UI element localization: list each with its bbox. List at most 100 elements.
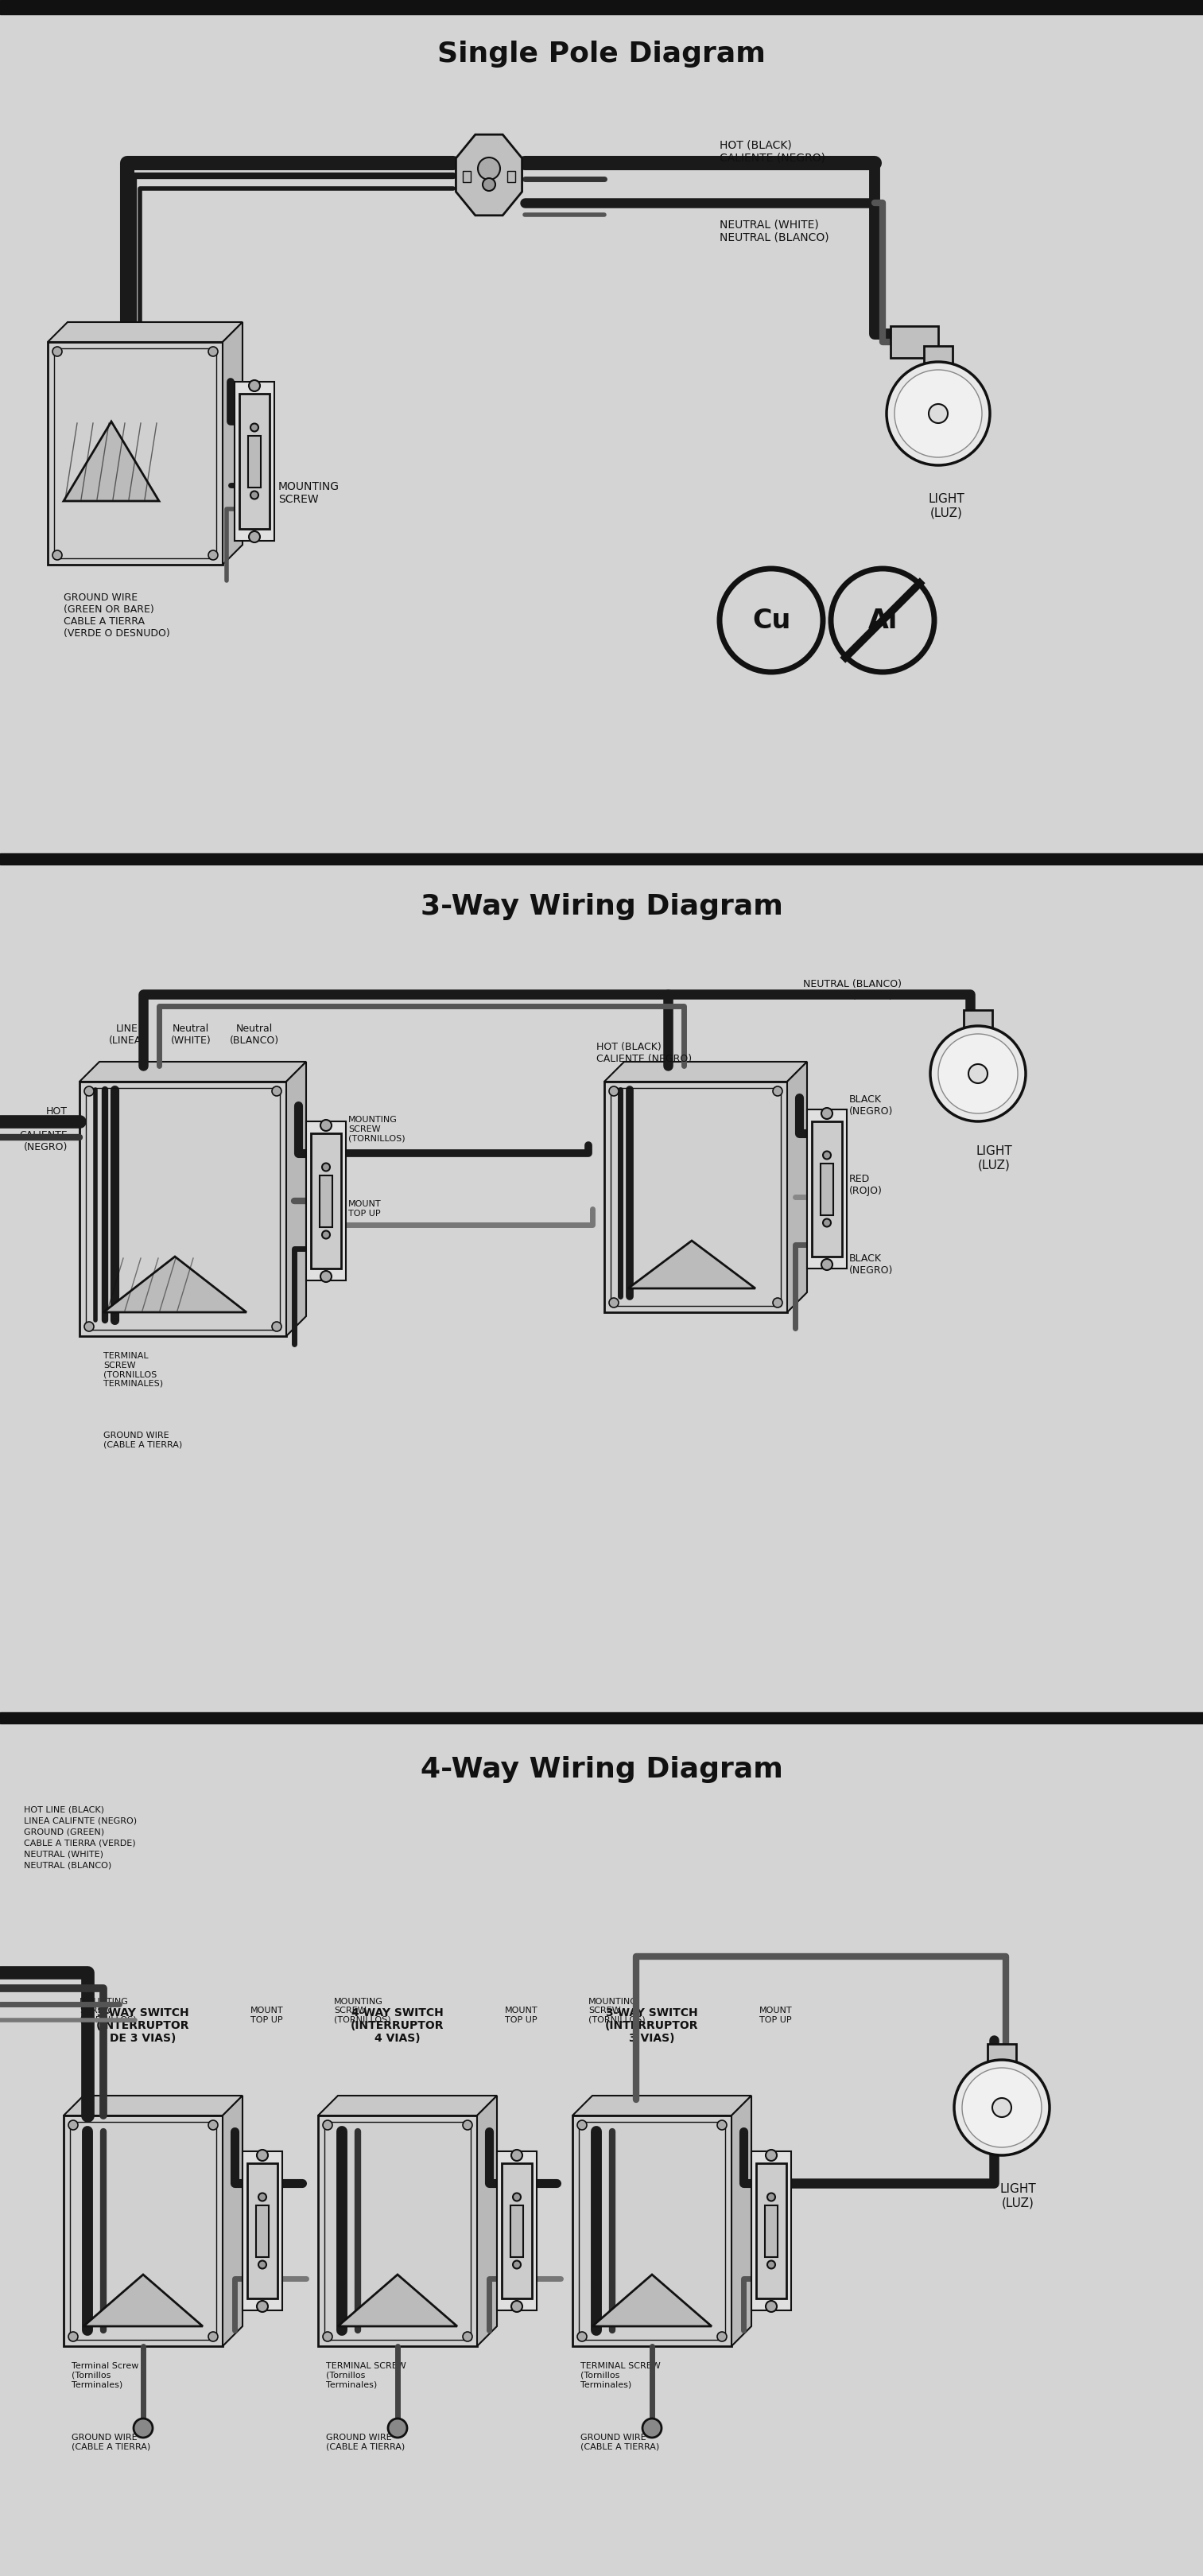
Bar [70,2123,217,2339]
Circle shape [930,1025,1026,1121]
Circle shape [259,2192,266,2200]
Circle shape [84,1087,94,1095]
Circle shape [69,2331,78,2342]
Bar [243,2151,283,2311]
Bar [0,1713,1203,1723]
Circle shape [823,1151,831,1159]
Circle shape [322,1164,330,1172]
Text: HOT LINE (BLACK)
LINEA CALIFNTE (NEGRO)
GROUND (GREEN)
CABLE A TIERRA (VERDE)
NE: HOT LINE (BLACK) LINEA CALIFNTE (NEGRO) … [24,1806,137,1870]
Circle shape [765,2151,777,2161]
Circle shape [929,404,948,422]
Circle shape [577,2331,587,2342]
Circle shape [69,2120,78,2130]
Circle shape [463,2120,473,2130]
Text: Single Pole Diagram: Single Pole Diagram [438,41,765,67]
Circle shape [256,2300,268,2311]
Text: GROUND WIRE
(CABLE A TIERRA): GROUND WIRE (CABLE A TIERRA) [580,2434,659,2450]
Bar [325,2123,470,2339]
Circle shape [389,2419,407,2437]
Circle shape [609,1087,618,1095]
Bar [248,2164,278,2298]
Bar [79,1082,286,1337]
Circle shape [272,1087,282,1095]
Text: MOUNTING
SCREW
(TORNILLOS): MOUNTING SCREW (TORNILLOS) [79,1996,136,2025]
Circle shape [256,2151,268,2161]
Circle shape [772,1087,782,1095]
Polygon shape [628,1242,755,1288]
Bar [812,1121,842,1257]
Circle shape [822,1260,832,1270]
Circle shape [53,348,63,355]
Bar [0,0,1203,15]
Bar [239,394,269,528]
Circle shape [962,2069,1042,2148]
Text: TERMINAL
SCREW
(TORNILLOS
TERMINALES): TERMINAL SCREW (TORNILLOS TERMINALES) [103,1352,164,1388]
Bar [964,1010,992,1030]
Bar [48,343,223,564]
Text: MOUNTING
SCREW
(TORNILLOS): MOUNTING SCREW (TORNILLOS) [348,1115,405,1144]
Text: Cu: Cu [752,608,790,634]
Bar [310,1133,342,1267]
Text: 3-Way Wiring Diagram: 3-Way Wiring Diagram [420,894,783,920]
Circle shape [259,2262,266,2269]
Circle shape [322,1231,330,1239]
Polygon shape [83,2275,203,2326]
Polygon shape [787,1061,807,1311]
Text: MOUNT
TOP UP: MOUNT TOP UP [505,2007,538,2025]
Bar [573,2115,731,2347]
Polygon shape [592,2275,712,2326]
Bar [807,1110,847,1267]
Circle shape [992,2097,1012,2117]
Bar [752,2151,792,2311]
Bar [320,1175,332,1226]
Bar [64,2115,223,2347]
Text: LIGHT
(LUZ): LIGHT (LUZ) [1000,2182,1036,2208]
Bar [924,345,953,366]
Polygon shape [286,1061,306,1337]
Circle shape [320,1121,332,1131]
Polygon shape [318,2097,497,2115]
Text: MOUNT
TOP UP: MOUNT TOP UP [250,2007,284,2025]
Bar [306,1121,346,1280]
Polygon shape [338,2275,457,2326]
Circle shape [968,1064,988,1084]
Circle shape [272,1321,282,1332]
Polygon shape [478,2097,497,2347]
Text: TERMINAL SCREW
(Tornillos
Terminales): TERMINAL SCREW (Tornillos Terminales) [580,2362,660,2388]
Bar [611,1087,781,1306]
Polygon shape [456,134,522,216]
Text: GROUND WIRE
(CABLE A TIERRA): GROUND WIRE (CABLE A TIERRA) [326,2434,405,2450]
Text: MOUNT
TOP UP: MOUNT TOP UP [348,1200,381,1218]
Circle shape [954,2061,1049,2156]
Text: LINE
(LINEA): LINE (LINEA) [109,1023,146,1046]
Circle shape [84,1321,94,1332]
Circle shape [322,2331,332,2342]
Circle shape [511,2300,522,2311]
Polygon shape [79,1061,306,1082]
Text: BLACK
(NEGRO): BLACK (NEGRO) [849,1255,893,1275]
Circle shape [642,2419,662,2437]
Circle shape [249,381,260,392]
Bar [757,2164,787,2298]
Polygon shape [48,322,243,343]
Circle shape [717,2331,727,2342]
Circle shape [53,551,63,559]
Bar [54,348,217,559]
Text: TERMINAL SCREW
(Tornillos
Terminales): TERMINAL SCREW (Tornillos Terminales) [326,2362,407,2388]
Circle shape [482,178,496,191]
Circle shape [208,2120,218,2130]
Text: Al: Al [867,608,897,634]
Text: LIGHT
(LUZ): LIGHT (LUZ) [928,492,965,518]
Polygon shape [64,422,159,502]
Circle shape [208,551,218,559]
Bar [463,170,470,183]
Polygon shape [103,1257,247,1311]
Bar [256,2205,268,2257]
Text: 4-Way Wiring Diagram: 4-Way Wiring Diagram [420,1757,783,1783]
Bar [510,2205,523,2257]
Circle shape [208,348,218,355]
Text: GROUND WIRE
(GREEN OR BARE)
CABLE A TIERRA
(VERDE O DESNUDO): GROUND WIRE (GREEN OR BARE) CABLE A TIER… [64,592,170,639]
Text: HOT (BLACK)
CALIENTE (NEGRO): HOT (BLACK) CALIENTE (NEGRO) [597,1041,692,1064]
Text: MOUNTING
SCREW: MOUNTING SCREW [278,482,339,505]
Polygon shape [573,2097,752,2115]
